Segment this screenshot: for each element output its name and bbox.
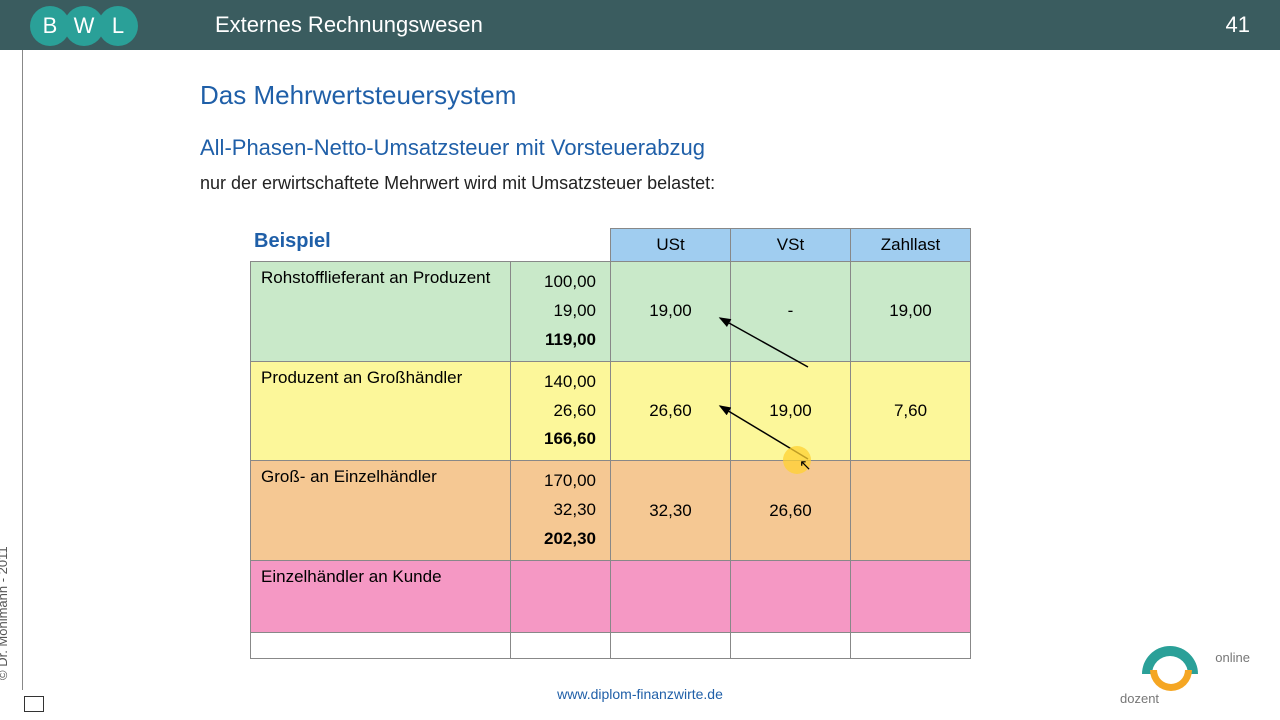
row-label: Rohstofflieferant an Produzent [251,262,511,362]
logo: B W L [30,6,132,46]
vat-table-wrap: USt VSt Zahllast Rohstofflieferant an Pr… [250,228,971,659]
content-area: Das Mehrwertsteuersystem All-Phasen-Nett… [200,80,1200,218]
row-label: Produzent an Großhändler [251,361,511,461]
table-row: Rohstofflieferant an Produzent 100,00 19… [251,262,971,362]
dozent-online-logo: online dozent [1120,646,1250,706]
row-label: Einzelhändler an Kunde [251,561,511,633]
ust-cell: 26,60 [611,361,731,461]
ust-cell: 19,00 [611,262,731,362]
col-zahllast: Zahllast [851,229,971,262]
zahl-cell: 7,60 [851,361,971,461]
tax-amount: 26,60 [525,397,596,426]
gross-amount: 166,60 [525,425,596,454]
copyright: © Dr. Möhlmann - 2011 [0,546,10,680]
heading-1: Das Mehrwertsteuersystem [200,80,1200,111]
gross-amount: 202,30 [525,525,596,554]
vst-cell: 19,00 [731,361,851,461]
heading-2: All-Phasen-Netto-Umsatzsteuer mit Vorste… [200,135,1200,161]
vst-cell: 26,60 [731,461,851,561]
cursor-icon: ↖ [799,456,812,474]
table-header-row: USt VSt Zahllast [251,229,971,262]
logo-text-dozent: dozent [1120,691,1159,706]
subheading: nur der erwirtschaftete Mehrwert wird mi… [200,173,1200,194]
tax-amount: 32,30 [525,496,596,525]
net-amount: 170,00 [525,467,596,496]
col-ust: USt [611,229,731,262]
footer-url: www.diplom-finanzwirte.de [557,686,723,702]
vat-table: USt VSt Zahllast Rohstofflieferant an Pr… [250,228,971,659]
slide-mode-icon[interactable] [24,696,44,712]
zahl-cell: 19,00 [851,262,971,362]
net-amount: 140,00 [525,368,596,397]
zahl-cell [851,461,971,561]
ust-cell: 32,30 [611,461,731,561]
table-row: Groß- an Einzelhändler 170,00 32,30 202,… [251,461,971,561]
gross-amount: 119,00 [525,326,596,355]
row-label: Groß- an Einzelhändler [251,461,511,561]
table-row: Einzelhändler an Kunde [251,561,971,633]
vst-cell: - [731,262,851,362]
page-number: 41 [1226,12,1250,38]
table-row-empty [251,633,971,659]
vertical-rule [22,50,23,690]
logo-letter-l: L [98,6,138,46]
col-vst: VSt [731,229,851,262]
header-title: Externes Rechnungswesen [215,12,483,38]
logo-text-online: online [1215,650,1250,665]
table-row: Produzent an Großhändler 140,00 26,60 16… [251,361,971,461]
net-amount: 100,00 [525,268,596,297]
tax-amount: 19,00 [525,297,596,326]
header-bar: B W L Externes Rechnungswesen 41 [0,0,1280,50]
